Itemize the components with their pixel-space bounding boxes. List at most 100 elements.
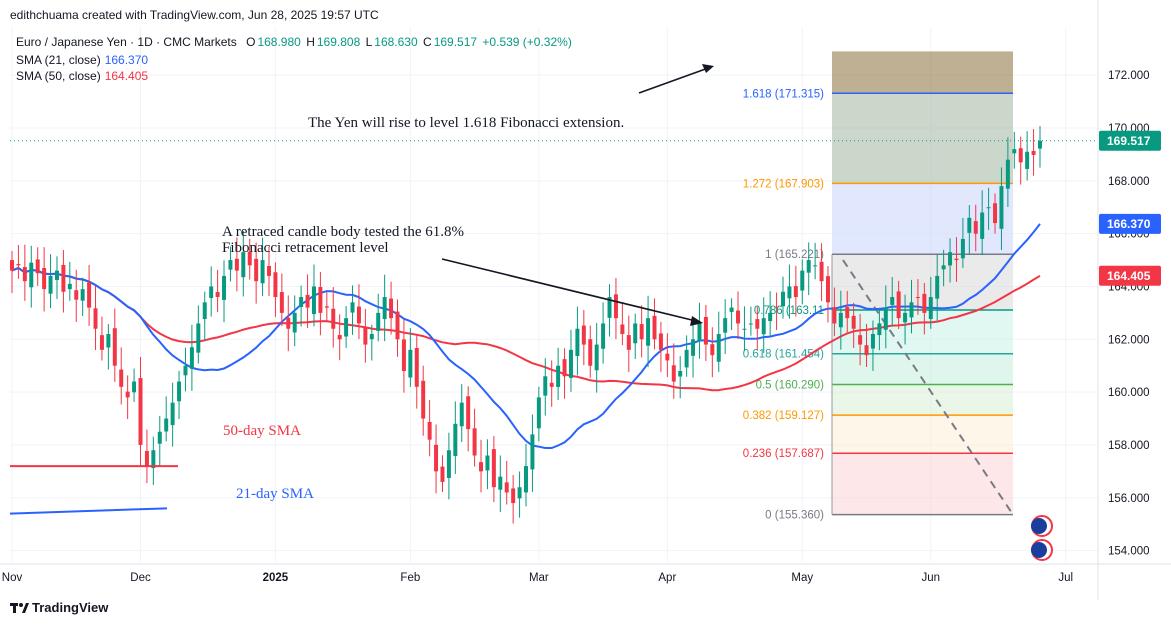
annotation-retracement-2: Fibonacci retracement level — [222, 240, 389, 256]
candle-body — [1005, 159, 1010, 189]
candle-body — [1018, 148, 1023, 163]
eur-flag-icon — [1031, 518, 1047, 534]
candle-body — [376, 312, 381, 331]
candle-body — [164, 418, 169, 432]
candle-body — [877, 323, 882, 336]
candle-body — [517, 487, 522, 499]
candle-body — [498, 476, 503, 490]
tradingview-brand[interactable]: TradingView — [10, 600, 108, 615]
symbol-legend[interactable]: Euro / Japanese Yen · 1D · CMC Markets O… — [16, 35, 574, 49]
candle-body — [549, 382, 554, 387]
candle-body — [279, 292, 284, 313]
label-21-day-sma: 21-day SMA — [236, 486, 314, 502]
candle-body — [504, 482, 509, 493]
candle-body — [183, 365, 188, 376]
candle-body — [80, 289, 85, 301]
candle-body — [581, 325, 586, 345]
candle-body — [967, 217, 972, 233]
candle-body — [896, 291, 901, 319]
fib-zone — [832, 453, 1013, 515]
candle-body — [22, 267, 27, 282]
candle-body — [273, 272, 278, 298]
candle-body — [479, 462, 484, 472]
candle-body — [363, 327, 368, 345]
candle-body — [61, 264, 66, 292]
sma21-price-badge-bg — [1099, 213, 1161, 234]
candle-body — [697, 323, 702, 342]
candle-body — [466, 396, 471, 430]
candle-body — [736, 310, 741, 324]
candle-body — [99, 335, 104, 350]
candle-body — [440, 466, 445, 482]
candle-body — [125, 391, 130, 398]
candle-body — [286, 317, 291, 329]
fibonacci-extension-tool: 1.618 (171.315) 1.272 (167.903) 1 (165.221… — [743, 51, 1014, 522]
time-tick-label: Jun — [922, 572, 941, 584]
fib-zone — [832, 309, 1013, 354]
candle-body — [305, 294, 310, 308]
candle-body — [543, 376, 548, 396]
time-axis: Nov Dec 2025 Feb Mar Apr May Jun Jul — [2, 572, 1073, 584]
candle-body — [941, 265, 946, 270]
candle-body — [787, 286, 792, 299]
candle-body — [421, 380, 426, 419]
candle-body — [472, 428, 477, 456]
candle-body — [684, 349, 689, 368]
candle-body — [710, 344, 715, 356]
candle-body — [434, 444, 439, 472]
candle-body — [742, 328, 747, 330]
candle-body — [93, 308, 98, 329]
fib-level-label: 1.272 (167.903) — [743, 178, 824, 190]
candle-body — [665, 353, 670, 361]
candle-body — [993, 203, 998, 224]
candle-body — [1012, 149, 1017, 154]
candle-body — [35, 259, 40, 274]
candle-body — [703, 316, 708, 345]
candle-body — [42, 267, 47, 290]
candle-body — [838, 312, 843, 328]
candle-body — [613, 294, 618, 319]
candle-body — [845, 307, 850, 319]
time-tick-label: Jul — [1058, 572, 1073, 584]
sma50-price-badge-bg — [1099, 265, 1161, 286]
eur-flag-icon — [1031, 542, 1047, 558]
candle-body — [10, 260, 14, 271]
candle-body — [144, 450, 149, 467]
candle-body — [356, 306, 361, 324]
time-tick-label: Mar — [529, 572, 549, 584]
candle-body — [324, 306, 329, 308]
time-tick-label: Dec — [130, 572, 151, 584]
arrow-retracement — [441, 258, 701, 323]
current-price-badge-bg — [1099, 130, 1161, 151]
candle-body — [639, 324, 644, 340]
candle-body — [909, 302, 914, 318]
fib-level-label: 1 (165.221) — [765, 249, 824, 261]
candle-body — [292, 312, 297, 333]
candle-body — [960, 238, 965, 259]
candle-body — [54, 270, 59, 280]
candle-body — [395, 311, 400, 340]
candle-body — [446, 450, 451, 478]
candle-body — [851, 315, 856, 329]
candle-body — [247, 251, 252, 266]
candle-body — [723, 318, 728, 333]
candle-body — [761, 318, 766, 335]
fib-level-label: 0.618 (161.454) — [743, 349, 824, 361]
candle-body — [800, 270, 805, 291]
candle-body — [883, 307, 888, 330]
candle-body — [568, 349, 573, 378]
candle-body — [768, 312, 773, 322]
candle-body — [427, 421, 432, 440]
candle-body — [138, 378, 143, 445]
candle-body — [189, 347, 194, 369]
chart-credit: edithchuama created with TradingView.com… — [10, 8, 379, 22]
candle-body — [177, 381, 182, 402]
sma50-legend[interactable]: SMA (50, close) 164.405 — [16, 69, 149, 83]
candle-body — [331, 308, 336, 329]
sma21-legend[interactable]: SMA (21, close) 166.370 — [16, 53, 149, 67]
candle-body — [922, 293, 927, 313]
candle-body — [948, 252, 953, 266]
symbol-name[interactable]: Euro / Japanese Yen · 1D · CMC Markets — [16, 35, 237, 49]
price-tick-label: 168.000 — [1108, 176, 1150, 188]
